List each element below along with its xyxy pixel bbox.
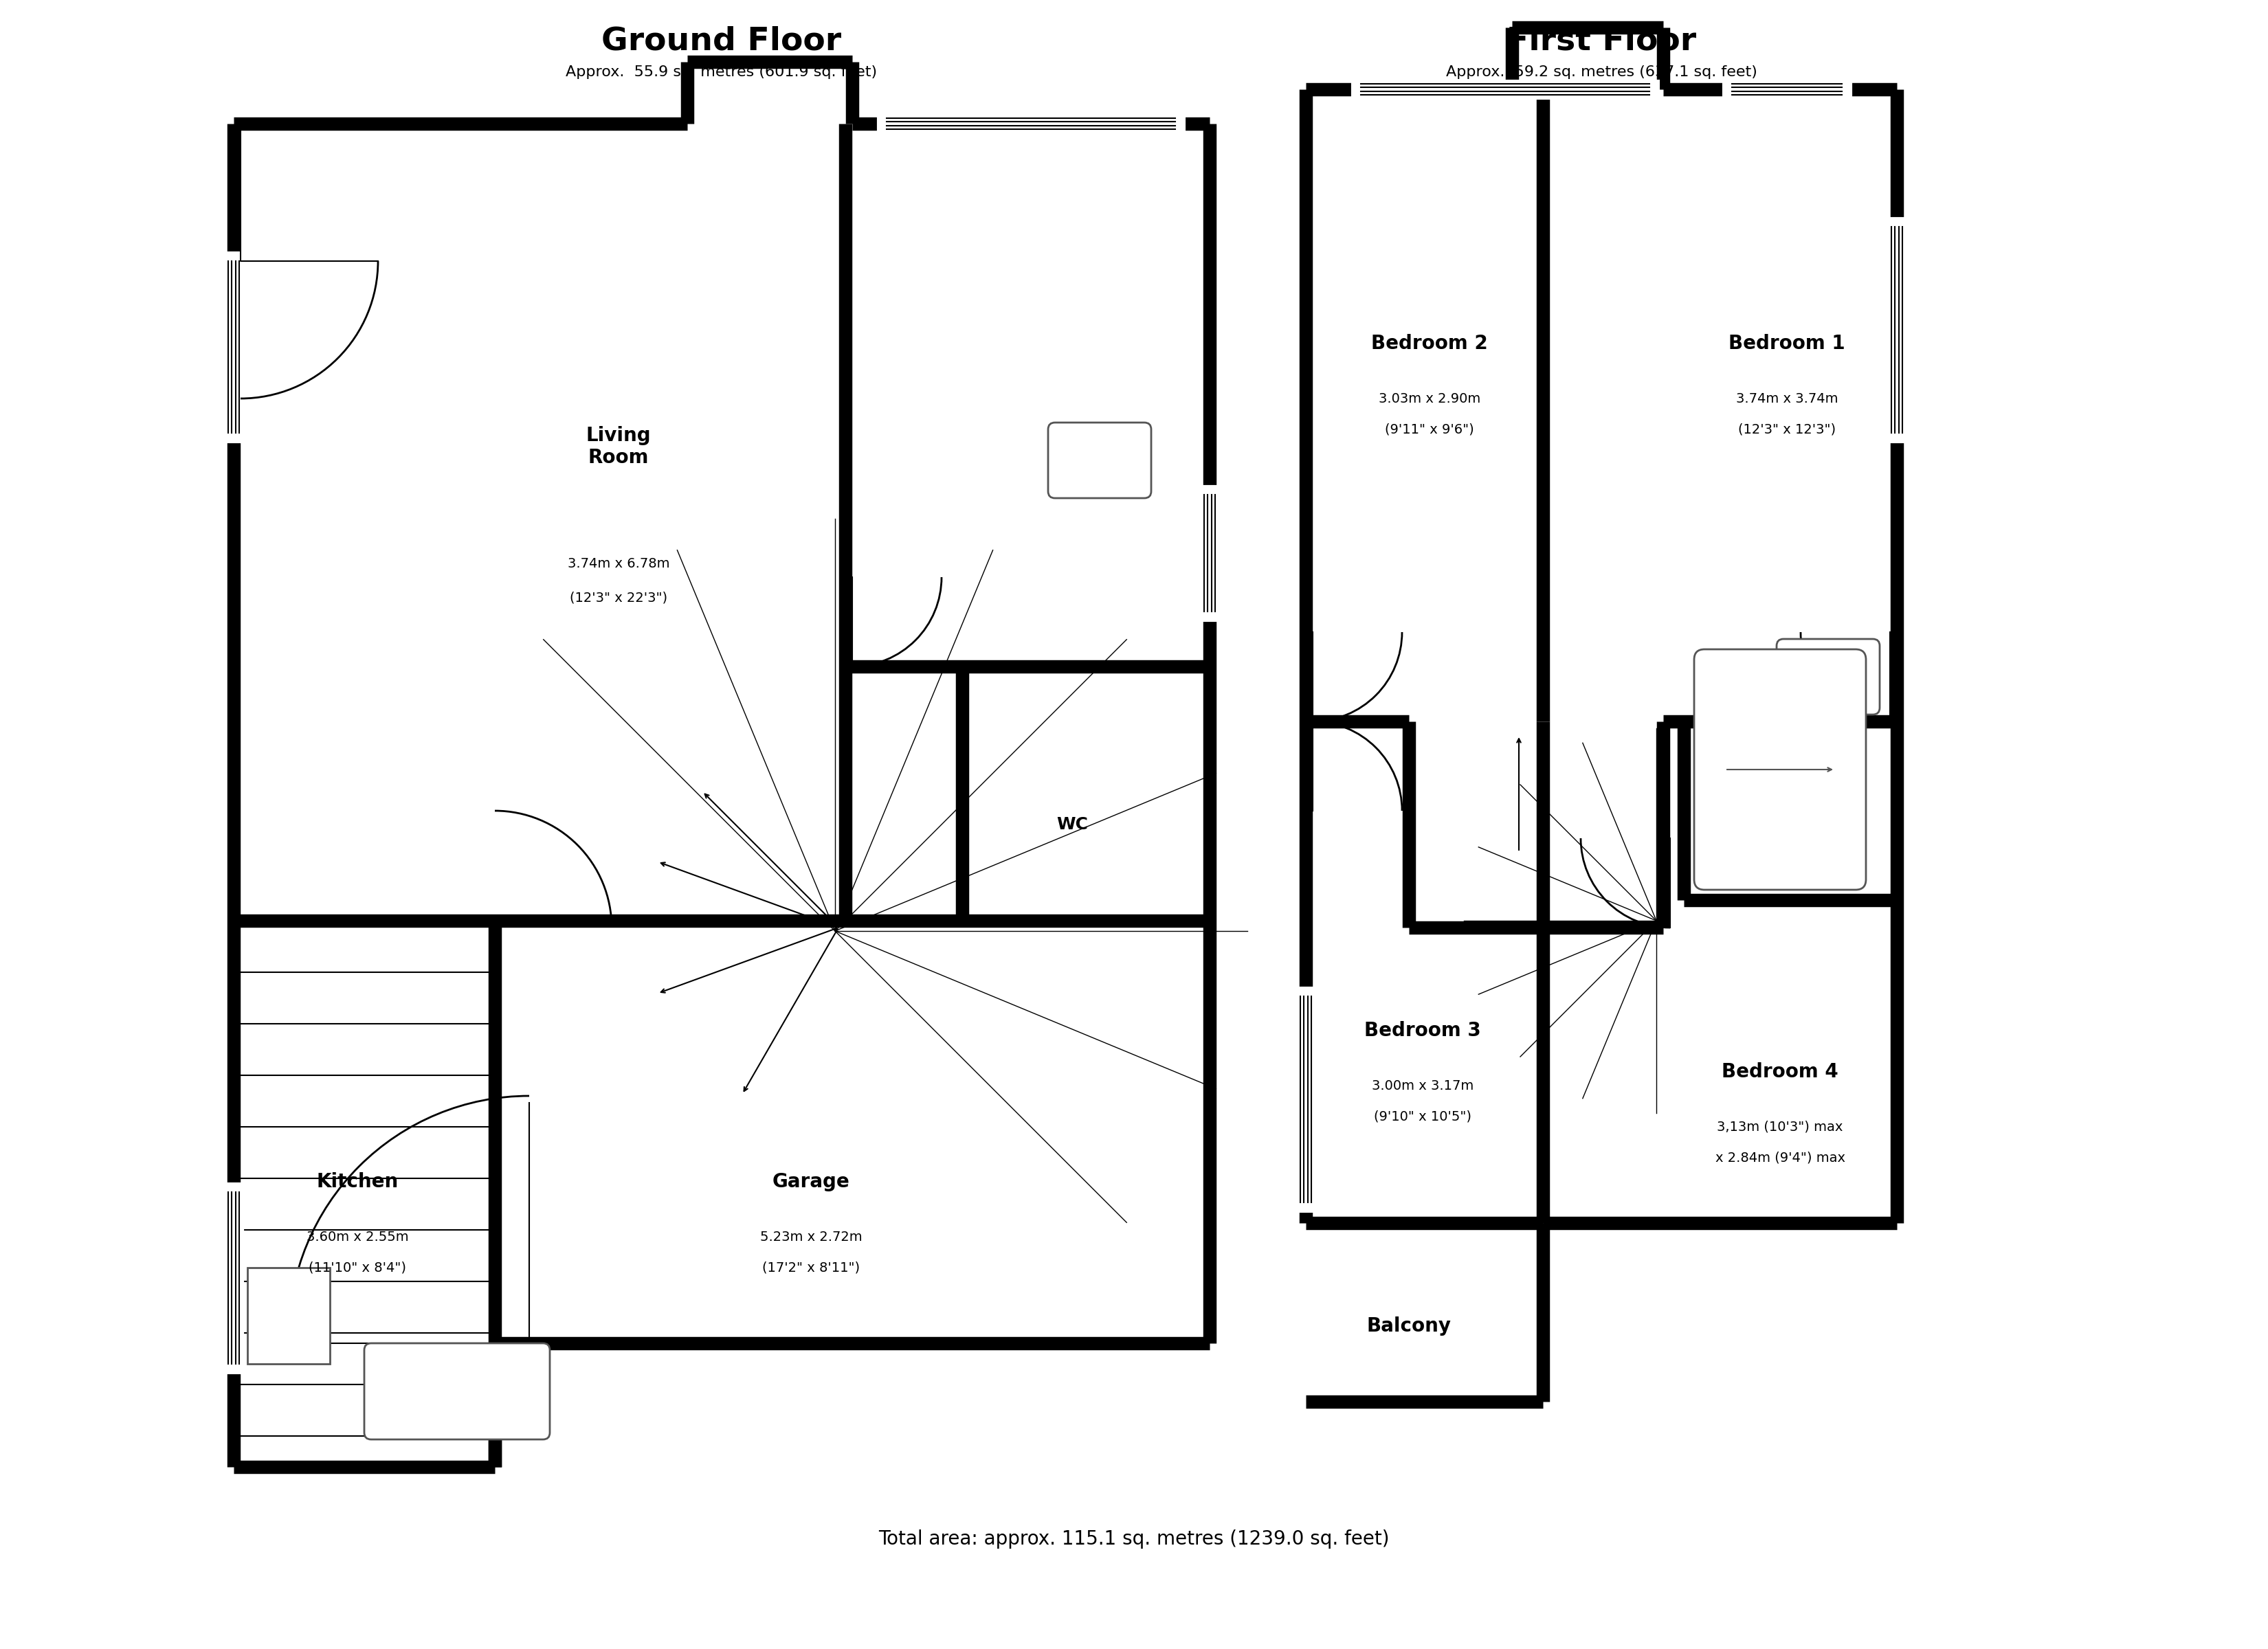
Text: (12'3" x 22'3"): (12'3" x 22'3") <box>569 592 667 604</box>
Text: 3.03m x 2.90m: 3.03m x 2.90m <box>1379 392 1481 406</box>
Text: WC: WC <box>1057 816 1089 833</box>
FancyBboxPatch shape <box>365 1344 549 1440</box>
Text: (9'10" x 10'5"): (9'10" x 10'5") <box>1374 1110 1472 1123</box>
FancyBboxPatch shape <box>247 1268 329 1364</box>
Text: 5.23m x 2.72m: 5.23m x 2.72m <box>760 1230 862 1243</box>
Text: Approx.  59.2 sq. metres (637.1 sq. feet): Approx. 59.2 sq. metres (637.1 sq. feet) <box>1445 66 1758 79</box>
Text: 3,13m (10'3") max: 3,13m (10'3") max <box>1717 1120 1844 1133</box>
Text: 3.00m x 3.17m: 3.00m x 3.17m <box>1372 1078 1474 1092</box>
Text: Living
Room: Living Room <box>585 425 651 467</box>
Text: Total area: approx. 115.1 sq. metres (1239.0 sq. feet): Total area: approx. 115.1 sq. metres (12… <box>878 1530 1390 1548</box>
Text: (9'11" x 9'6"): (9'11" x 9'6") <box>1386 422 1474 435</box>
Text: Approx.  55.9 sq. metres (601.9 sq. feet): Approx. 55.9 sq. metres (601.9 sq. feet) <box>567 66 878 79</box>
Text: Kitchen: Kitchen <box>318 1172 399 1191</box>
Text: (12'3" x 12'3"): (12'3" x 12'3") <box>1737 422 1835 435</box>
Text: Ground Floor: Ground Floor <box>601 26 841 56</box>
Text: x 2.84m (9'4") max: x 2.84m (9'4") max <box>1715 1151 1844 1164</box>
Text: (17'2" x 8'11"): (17'2" x 8'11") <box>762 1261 860 1275</box>
Text: Bedroom 1: Bedroom 1 <box>1728 333 1846 353</box>
Text: (11'10" x 8'4"): (11'10" x 8'4") <box>308 1261 406 1275</box>
FancyBboxPatch shape <box>1776 638 1880 714</box>
Text: 3.74m x 6.78m: 3.74m x 6.78m <box>567 557 669 571</box>
Text: Bedroom 4: Bedroom 4 <box>1721 1062 1839 1082</box>
Text: Bedroom 3: Bedroom 3 <box>1365 1021 1481 1041</box>
FancyBboxPatch shape <box>1048 422 1152 498</box>
Text: First Floor: First Floor <box>1506 26 1696 56</box>
Text: 3.60m x 2.55m: 3.60m x 2.55m <box>306 1230 408 1243</box>
FancyBboxPatch shape <box>1694 650 1867 890</box>
Text: 3.74m x 3.74m: 3.74m x 3.74m <box>1735 392 1837 406</box>
Text: Balcony: Balcony <box>1368 1316 1452 1336</box>
Text: Garage: Garage <box>771 1172 850 1191</box>
Text: Bedroom 2: Bedroom 2 <box>1372 333 1488 353</box>
